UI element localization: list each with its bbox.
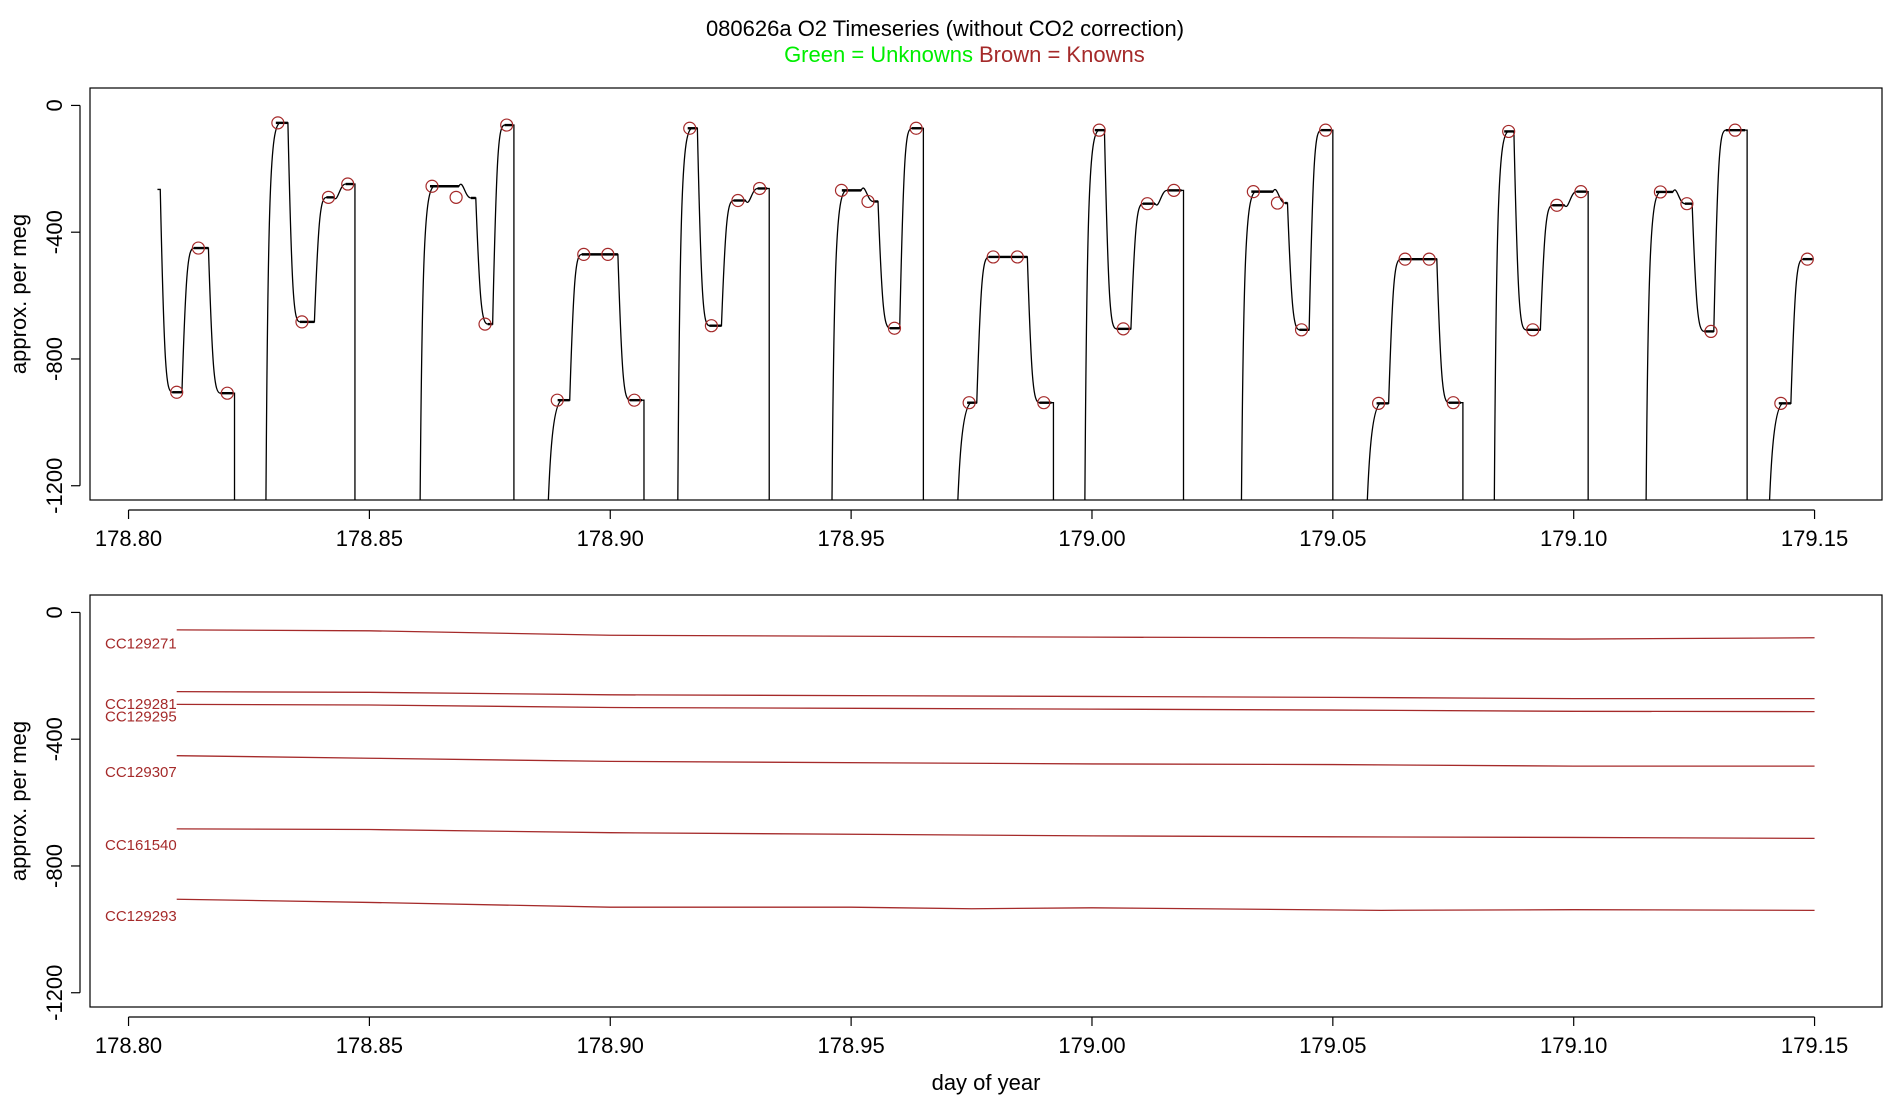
x-tick-label: 179.00 (1058, 1033, 1125, 1058)
known-point-marker (1526, 323, 1540, 337)
known-point-marker (1774, 396, 1788, 410)
known-point-marker (909, 121, 923, 135)
known-point-marker (1372, 396, 1386, 410)
x-axis-label: day of year (932, 1070, 1041, 1095)
x-tick-label: 179.15 (1781, 1033, 1848, 1058)
known-point-marker (683, 121, 697, 135)
known-point-marker (1167, 183, 1181, 197)
known-point-marker (704, 319, 719, 333)
known-point-marker (1574, 185, 1588, 199)
x-tick-label: 179.10 (1540, 1033, 1607, 1058)
top-panel-timeseries: 178.80 178.85 178.90 178.95 179.00 179.05 179.… (6, 87, 1883, 551)
known-point-marker (170, 385, 184, 399)
known-point-marker (1446, 396, 1460, 410)
chart-title: 080626a O2 Timeseries (without CO2 corre… (706, 16, 1184, 41)
y-tick-label: 0 (42, 606, 67, 618)
known-point-marker (1294, 323, 1309, 337)
x-tick-label: 178.95 (817, 526, 884, 551)
reference-tank-line (176, 629, 1815, 640)
reference-tank-label: CC129307 (105, 764, 177, 781)
known-point-marker (1800, 252, 1814, 266)
known-point-marker (449, 190, 463, 204)
known-point-marker (1653, 185, 1668, 199)
known-point-marker (191, 241, 205, 255)
reference-tank-label: CC161540 (105, 837, 177, 854)
x-tick-label: 179.15 (1781, 526, 1848, 551)
x-tick-label: 179.10 (1540, 526, 1607, 551)
trace-group (157, 121, 1813, 500)
reference-tank-label: CC129281 (105, 696, 177, 713)
y-tick-label: -400 (42, 717, 67, 761)
y-axis-label: approx. per meg (6, 721, 31, 881)
y-axis-label: approx. per meg (6, 214, 31, 374)
known-point-marker (321, 190, 336, 204)
known-point-marker (478, 317, 492, 331)
known-point-marker (1116, 322, 1130, 336)
known-point-marker (1422, 252, 1436, 266)
bottom-panel-reference-tanks: 178.80 178.85 178.90 178.95 179.00 179.05 179.… (6, 594, 1883, 1095)
known-point-marker (861, 194, 875, 209)
x-tick-label: 178.85 (336, 1033, 403, 1058)
known-point-marker (425, 179, 439, 193)
reference-tank-line (176, 755, 1815, 767)
known-point-marker (220, 386, 234, 400)
known-point-marker (731, 193, 745, 208)
known-point-marker (601, 247, 615, 261)
known-point-marker (1704, 324, 1718, 338)
known-point-marker (887, 321, 902, 335)
known-point-marker (627, 393, 641, 407)
x-tick-label: 178.85 (336, 526, 403, 551)
known-point-marker (1680, 197, 1694, 211)
x-tick-label: 178.80 (95, 1033, 162, 1058)
reference-tank-label: CC129271 (105, 636, 177, 653)
x-tick-label: 179.05 (1299, 526, 1366, 551)
reference-tank-line (176, 828, 1815, 840)
y-tick-label: -400 (42, 210, 67, 254)
reference-tank-line (176, 898, 1815, 911)
known-point-marker (1319, 123, 1333, 137)
known-point-marker (1010, 250, 1024, 264)
known-point-marker (1728, 123, 1742, 137)
x-tick-label: 178.95 (817, 1033, 884, 1058)
known-point-marker (752, 181, 767, 196)
y-tick-label: 0 (42, 99, 67, 111)
o2-trace-line (157, 122, 1813, 500)
x-tick-label: 179.00 (1058, 526, 1125, 551)
x-tick-label: 178.80 (95, 526, 162, 551)
known-point-marker (271, 116, 285, 130)
known-point-marker (962, 396, 976, 410)
x-tick-label: 179.05 (1299, 1033, 1366, 1058)
known-point-marker (834, 183, 849, 197)
known-point-marker (1140, 197, 1154, 211)
plot-frame (89, 594, 1883, 1008)
legend-knowns: Brown = Knowns (979, 42, 1145, 67)
known-point-marker (1550, 198, 1564, 212)
legend-unknowns: Green = Unknowns (784, 42, 973, 67)
known-point-marker (341, 177, 355, 191)
known-point-marker (1092, 123, 1106, 137)
known-point-marker (500, 118, 514, 132)
reference-tank-line (176, 691, 1815, 700)
known-point-marker (986, 250, 1000, 264)
known-point-marker (295, 315, 309, 329)
known-point-marker (1037, 396, 1051, 410)
y-tick-label: -1200 (42, 965, 67, 1021)
y-tick-label: -1200 (42, 458, 67, 514)
known-point-marker (1398, 252, 1412, 266)
y-tick-label: -800 (42, 844, 67, 888)
known-point-marker (1246, 185, 1260, 199)
reference-tank-label: CC129293 (105, 908, 177, 925)
reference-tank-label: CC129295 (105, 708, 177, 725)
y-tick-label: -800 (42, 337, 67, 381)
known-point-marker (1502, 124, 1516, 139)
known-point-marker (550, 393, 564, 407)
reference-tank-line (176, 703, 1815, 713)
x-tick-label: 178.90 (577, 1033, 644, 1058)
known-point-marker (577, 247, 591, 261)
x-tick-label: 178.90 (577, 526, 644, 551)
plot-frame (89, 87, 1883, 501)
known-point-marker (1270, 196, 1285, 210)
